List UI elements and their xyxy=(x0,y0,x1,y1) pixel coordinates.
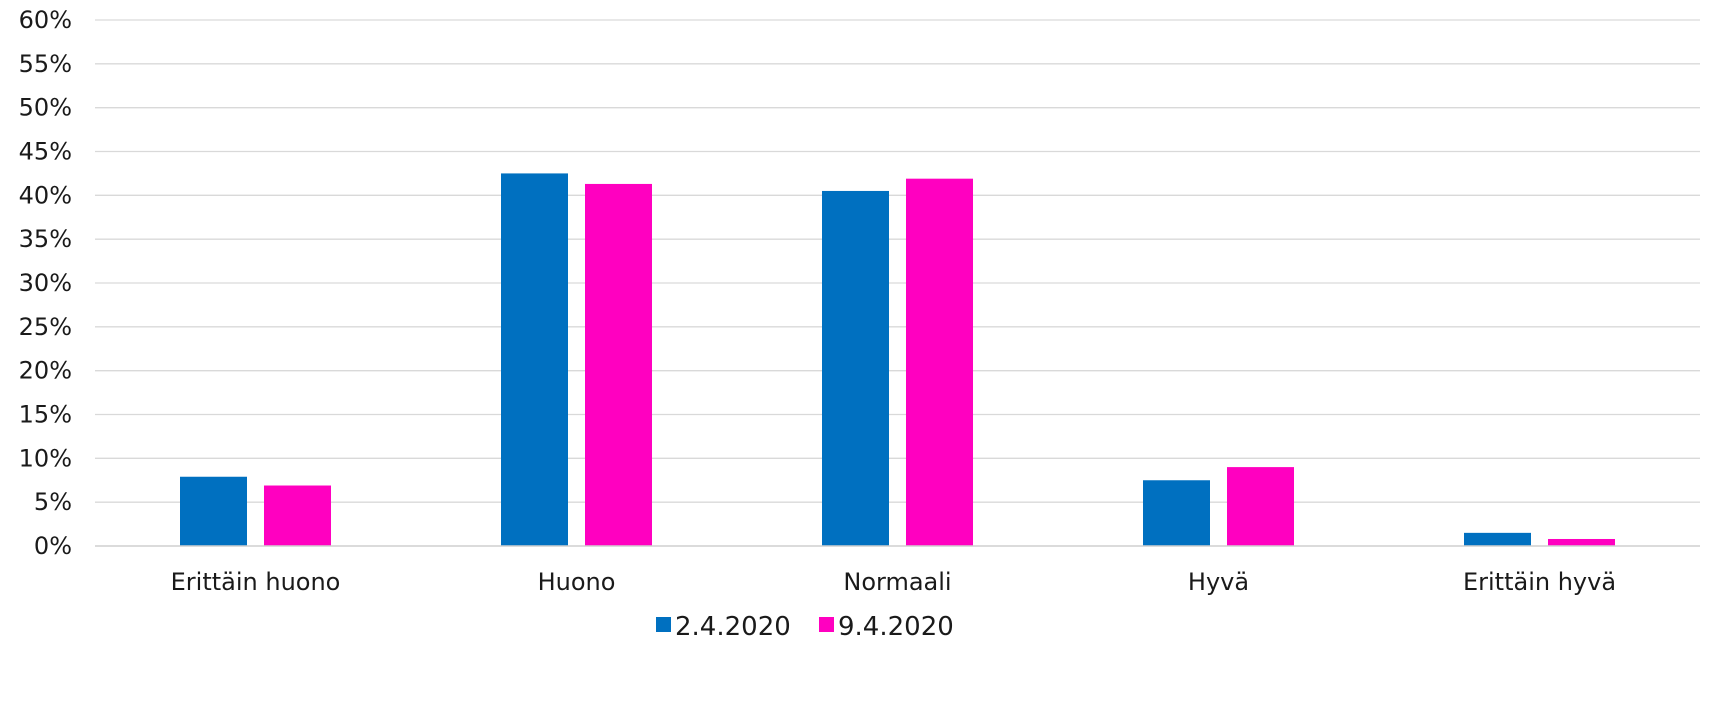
legend-swatch xyxy=(656,617,671,632)
y-tick-label: 0% xyxy=(34,532,72,560)
y-tick-label: 45% xyxy=(19,138,72,166)
y-tick-label: 30% xyxy=(19,269,72,297)
y-tick-label: 15% xyxy=(19,401,72,429)
x-category-label: Huono xyxy=(538,568,616,596)
y-tick-label: 25% xyxy=(19,313,72,341)
legend-label: 9.4.2020 xyxy=(838,612,954,642)
bar-2 xyxy=(264,485,331,546)
legend: 2.4.2020 9.4.2020 xyxy=(656,612,954,642)
x-category-label: Erittäin hyvä xyxy=(1463,568,1616,596)
gridlines xyxy=(95,19,1700,503)
bar-2 xyxy=(1227,467,1294,546)
y-tick-label: 35% xyxy=(19,225,72,253)
y-tick-label: 5% xyxy=(34,488,72,516)
bar-2 xyxy=(585,183,652,547)
y-tick-label: 10% xyxy=(19,444,72,472)
legend-swatch xyxy=(819,617,834,632)
y-tick-label: 60% xyxy=(19,6,72,34)
bar-1 xyxy=(1464,532,1531,546)
y-tick-label: 55% xyxy=(19,50,72,78)
y-tick-label: 20% xyxy=(19,357,72,385)
y-tick-label: 40% xyxy=(19,181,72,209)
bar-1 xyxy=(1143,480,1210,546)
y-tick-label: 50% xyxy=(19,94,72,122)
bar-2 xyxy=(906,178,973,546)
bar-2 xyxy=(1548,538,1615,546)
bar-1 xyxy=(180,476,247,546)
x-category-label: Normaali xyxy=(843,568,951,596)
x-category-label: Erittäin huono xyxy=(171,568,341,596)
bar-1 xyxy=(822,190,889,546)
bar-1 xyxy=(501,173,568,546)
x-axis-categories: Erittäin huono Huono Normaali Hyvä Erittäin … xyxy=(171,568,1616,596)
legend-label: 2.4.2020 xyxy=(675,612,791,642)
bars xyxy=(180,173,1615,547)
x-category-label: Hyvä xyxy=(1188,568,1249,596)
y-axis-ticks: 0% 5% 10% 15% 20% 25% 30% 35% 40% 45% 50% 55% 60% xyxy=(19,6,72,560)
